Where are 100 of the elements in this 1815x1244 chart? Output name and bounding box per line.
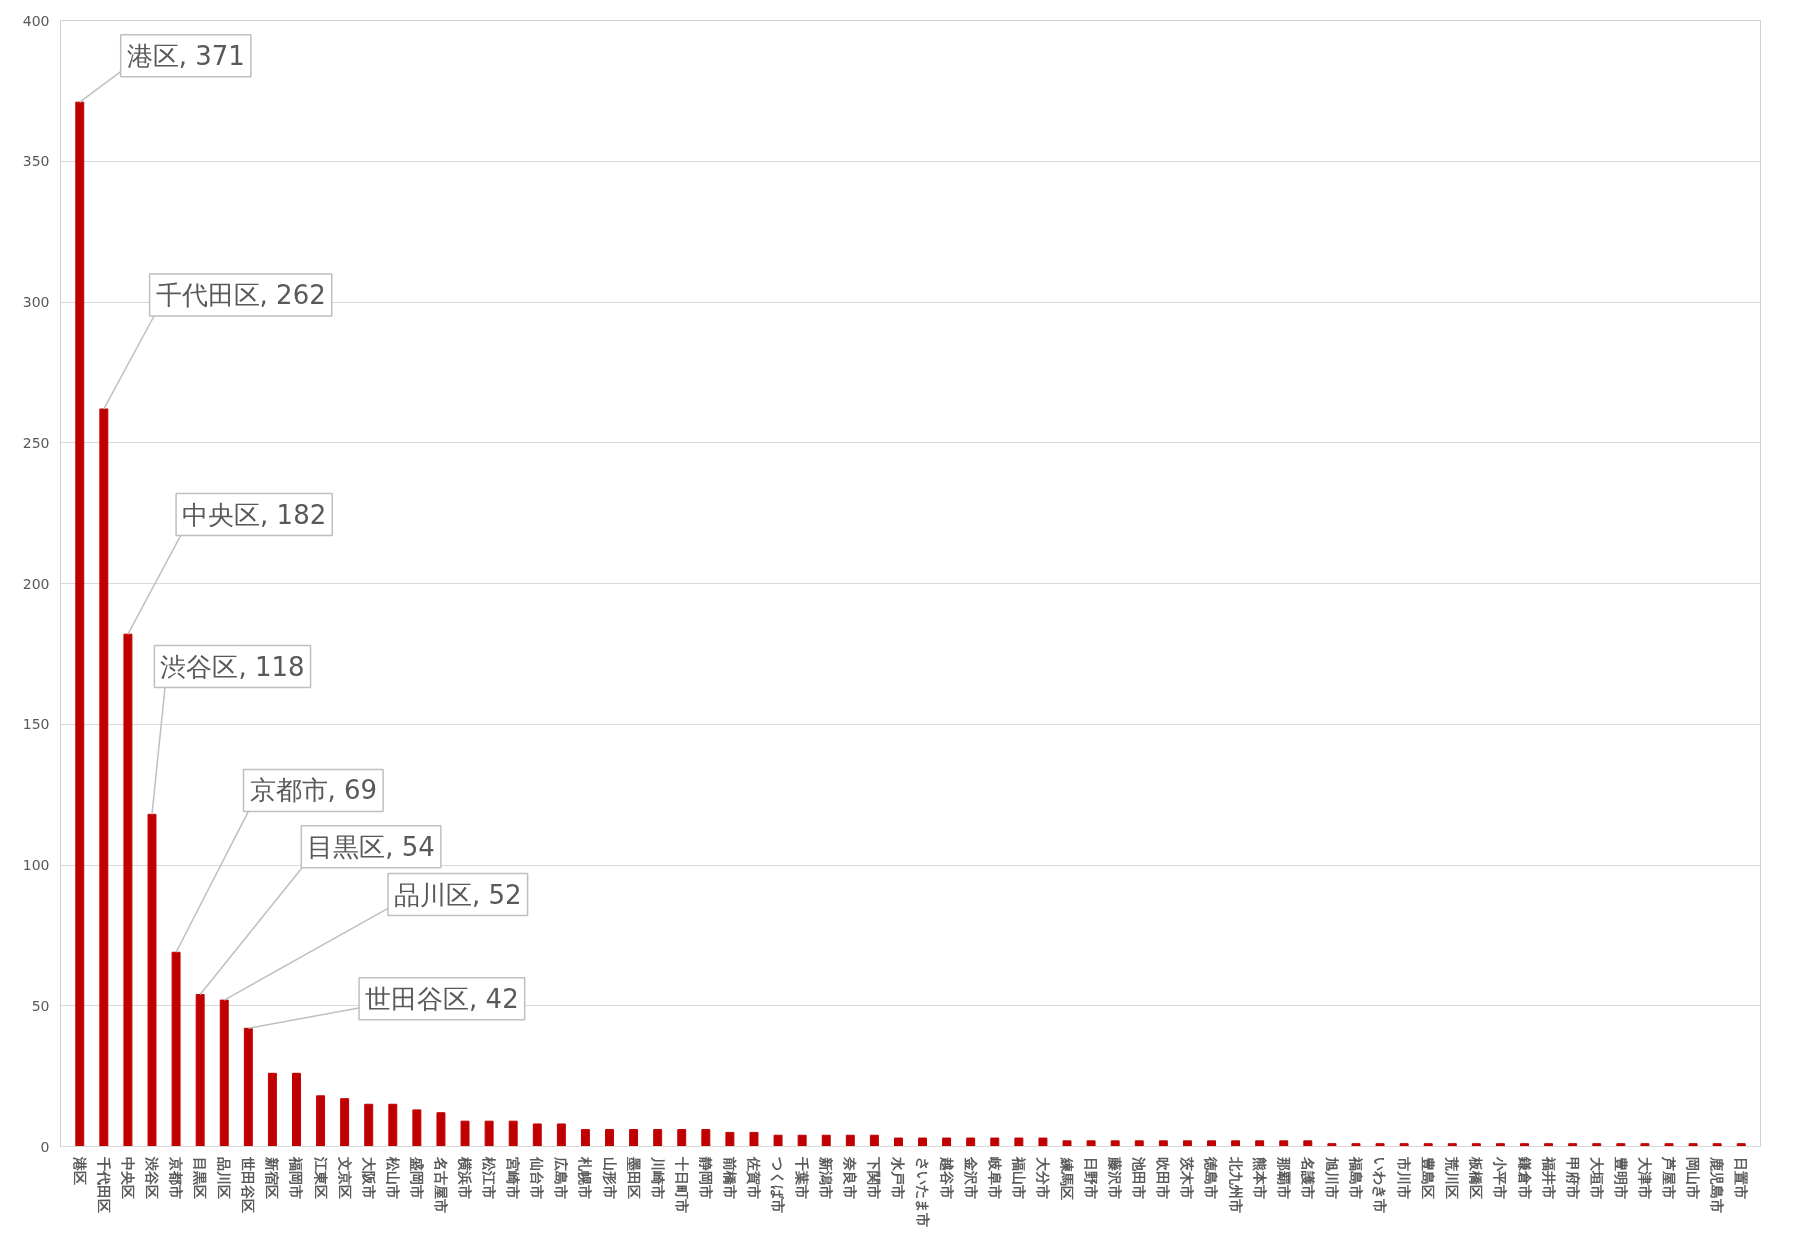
annotation: 港区, 371 [126, 40, 245, 71]
bar [605, 1129, 614, 1147]
bar [1231, 1140, 1241, 1147]
annotation: 中央区, 182 [182, 499, 327, 530]
bar [1592, 1143, 1602, 1147]
bar [1182, 1140, 1192, 1147]
x-tick-label: 甲府市 [1564, 1157, 1581, 1200]
x-tick-label: 広島市 [553, 1156, 570, 1200]
x-tick-label: 水戸市 [890, 1156, 907, 1200]
x-tick-label: 奈良市 [842, 1156, 859, 1200]
y-tick-label: 0 [40, 1138, 50, 1155]
x-tick-label: 盛岡市 [408, 1156, 425, 1200]
bar [1471, 1143, 1481, 1147]
x-tick-label: 品川区 [216, 1157, 233, 1200]
x-tick-label: 横浜市 [457, 1156, 474, 1200]
bar [532, 1123, 542, 1147]
bar [629, 1129, 639, 1147]
x-tick-label: 荒川区 [1444, 1156, 1461, 1200]
annotation: 目黒区, 54 [307, 831, 435, 862]
bar [1447, 1143, 1457, 1147]
bar [1110, 1140, 1120, 1147]
bar [556, 1123, 566, 1147]
bar [412, 1109, 422, 1147]
x-tick-label: 中央区 [119, 1157, 136, 1200]
bar [773, 1134, 783, 1147]
x-tick-label: 金沢市 [962, 1156, 979, 1200]
bar [147, 813, 157, 1147]
x-tick-label: 熊本市 [1251, 1157, 1268, 1200]
x-tick-label: 静岡市 [697, 1156, 714, 1200]
x-tick-label: 岡山市 [1685, 1157, 1702, 1200]
bar [1351, 1143, 1361, 1147]
bar [219, 999, 229, 1147]
bar [1736, 1143, 1746, 1147]
bar [436, 1112, 446, 1147]
x-tick-label: 名護市 [1299, 1156, 1316, 1200]
x-tick-label: 港区 [71, 1156, 88, 1186]
x-tick-label: 千代田区 [95, 1156, 112, 1214]
bar [292, 1072, 301, 1147]
y-tick-label: 50 [31, 997, 50, 1014]
bar [99, 408, 109, 1147]
x-tick-label: 福島市 [1347, 1156, 1364, 1200]
x-tick-label: 岐阜市 [986, 1157, 1003, 1200]
bar [388, 1103, 398, 1147]
bar [1399, 1143, 1409, 1147]
bar [749, 1131, 759, 1147]
x-tick-label: 仙台市 [529, 1156, 546, 1200]
bar [460, 1120, 470, 1147]
y-tick-label: 250 [22, 434, 50, 451]
x-tick-label: 大津市 [1636, 1157, 1653, 1200]
bar [1616, 1143, 1626, 1147]
bar [990, 1137, 1000, 1147]
bar [195, 993, 205, 1147]
bar [243, 1027, 253, 1147]
bar [1158, 1140, 1168, 1147]
bar [1688, 1143, 1698, 1147]
bar [1495, 1143, 1505, 1147]
bar [845, 1134, 855, 1147]
bar [701, 1129, 711, 1147]
annotation: 品川区, 52 [393, 879, 522, 910]
bar [340, 1098, 350, 1147]
x-tick-label: 下関市 [866, 1156, 883, 1200]
annotation: 渋谷区, 118 [160, 651, 305, 682]
x-tick-label: 豊明市 [1612, 1156, 1629, 1200]
bar [508, 1120, 518, 1147]
x-tick-label: 鎌倉市 [1516, 1156, 1533, 1200]
x-tick-label: 千葉市 [794, 1156, 811, 1200]
y-tick-label: 400 [22, 12, 50, 29]
x-tick-label: いわき市 [1372, 1157, 1389, 1214]
x-tick-label: 茨木市 [1179, 1156, 1196, 1200]
bar [821, 1134, 831, 1147]
x-tick-label: 練馬区 [1059, 1156, 1076, 1200]
bar [725, 1131, 735, 1147]
x-tick-label: 板橋区 [1468, 1156, 1485, 1200]
bar [1207, 1140, 1216, 1147]
bar [75, 101, 85, 1147]
bar [484, 1120, 494, 1147]
x-tick-label: 福井市 [1540, 1156, 1557, 1200]
x-tick-label: 世田谷区 [240, 1156, 257, 1214]
x-tick-label: 越谷市 [938, 1156, 955, 1200]
x-tick-label: 豊島区 [1420, 1156, 1437, 1200]
y-tick-label: 100 [22, 857, 50, 873]
bar [316, 1095, 326, 1147]
x-tick-label: 大分市 [1034, 1157, 1051, 1200]
y-tick-label: 350 [22, 153, 50, 170]
x-tick-label: 新宿区 [264, 1156, 281, 1200]
x-tick-label: 十日町市 [673, 1156, 690, 1214]
annotation: 千代田区, 262 [155, 280, 326, 310]
x-tick-label: 江東区 [312, 1156, 329, 1200]
bar [893, 1137, 903, 1147]
x-tick-label: 北九州市 [1227, 1156, 1244, 1214]
bar [267, 1072, 277, 1147]
bar [1544, 1143, 1554, 1147]
bar [869, 1134, 879, 1147]
x-tick-label: さいたま市 [914, 1157, 931, 1228]
x-tick-label: 池田市 [1131, 1156, 1148, 1200]
x-tick-label: 京都市 [168, 1156, 185, 1200]
bar [364, 1103, 374, 1147]
bar [677, 1129, 687, 1147]
bar [1520, 1143, 1529, 1147]
bar [942, 1137, 952, 1147]
